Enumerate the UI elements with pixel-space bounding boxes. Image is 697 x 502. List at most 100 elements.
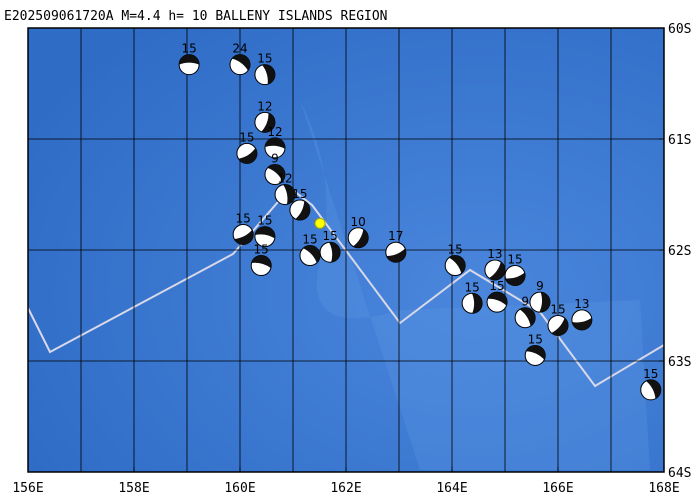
focal-mechanism: 15 (640, 367, 662, 401)
beachball-quadrant (283, 184, 296, 205)
lat-tick-label: 63S (668, 355, 691, 370)
focal-mechanism: 15 (236, 130, 258, 164)
plate-boundary (27, 186, 665, 388)
depth-label: 9 (271, 152, 279, 166)
depth-label: 15 (302, 233, 317, 247)
focal-mechanism: 15 (232, 211, 254, 245)
lat-tick-label: 62S (668, 244, 691, 259)
focal-mechanism: 15 (547, 302, 569, 336)
focal-mechanism: 10 (347, 215, 369, 249)
beachball-quadrant (551, 317, 568, 336)
focal-mechanism: 15 (444, 243, 466, 277)
focal-mechanism: 15 (250, 243, 272, 277)
beachball-quadrant (646, 379, 661, 399)
beachball-quadrant (303, 245, 320, 263)
bathymetry (300, 100, 650, 470)
depth-label: 15 (236, 211, 251, 225)
focal-mechanism: 15 (319, 229, 341, 263)
beachball-quadrant (265, 137, 285, 149)
depth-label: 13 (487, 247, 502, 261)
depth-label: 12 (267, 125, 282, 139)
depth-label: 15 (257, 52, 272, 66)
beachball-quadrant (487, 292, 508, 306)
depth-label: 13 (574, 297, 589, 311)
focal-mechanism: 17 (385, 229, 407, 263)
beachball-quadrant (519, 307, 536, 327)
beachball-quadrant (255, 226, 275, 239)
beachball-quadrant (329, 242, 341, 263)
title: E202509061720A M=4.4 h= 10 BALLENY ISLAN… (4, 9, 388, 24)
beachball-quadrant (489, 261, 505, 280)
depth-label: 12 (277, 172, 292, 186)
depth-label: 15 (507, 253, 522, 267)
beachball-quadrant (353, 229, 369, 248)
beachball-quadrant (238, 148, 257, 164)
epicenter (314, 217, 326, 229)
focal-mechanism: 15 (504, 253, 526, 287)
lon-tick-label: 160E (224, 481, 255, 496)
depth-label: 15 (643, 367, 658, 381)
lat-tick-label: 60S (668, 22, 691, 37)
axes: 156E 158E 160E 162E 164E 166E 168E 60S 61S 62S 63S… (12, 22, 691, 496)
beachball-quadrant (179, 54, 200, 65)
beachball-quadrant (295, 201, 310, 221)
depth-label: 15 (239, 130, 254, 144)
beachball-quadrant (386, 248, 406, 263)
focal-mechanism: 12 (264, 125, 286, 159)
depth-label: 12 (257, 99, 272, 113)
lat-tick-label: 64S (668, 466, 691, 481)
lat-tick-label: 61S (668, 133, 691, 148)
depth-label: 9 (536, 279, 544, 293)
lon-tick-label: 158E (118, 481, 149, 496)
depth-label: 15 (448, 243, 463, 257)
beachball-quadrant (449, 255, 466, 274)
depth-label: 15 (528, 332, 543, 346)
depth-label: 15 (489, 279, 504, 293)
beachball-quadrant (232, 54, 250, 71)
focal-mechanism: 9 (264, 152, 286, 186)
lon-tick-label: 156E (12, 481, 43, 496)
focal-mechanism: 15 (461, 280, 483, 314)
beachball-quadrant (267, 164, 285, 182)
focal-mechanism: 15 (524, 332, 546, 366)
depth-label: 10 (351, 215, 366, 229)
lon-tick-label: 164E (436, 481, 467, 496)
depth-label: 15 (464, 280, 479, 294)
lon-tick-label: 162E (330, 481, 361, 496)
focal-mechanism: 12 (254, 99, 276, 133)
depth-label: 9 (521, 295, 529, 309)
focal-mechanism: 15 (254, 52, 276, 86)
beachball-quadrant (526, 345, 546, 360)
beachball-quadrant (572, 317, 592, 330)
depth-label: 15 (322, 229, 337, 243)
depth-label: 15 (257, 214, 272, 228)
beachball-quadrant (262, 64, 275, 85)
beachball-quadrant (251, 255, 272, 269)
beachball-quadrant (261, 113, 275, 133)
focal-mechanism: 15 (178, 42, 200, 76)
focal-mechanism: 9 (529, 279, 551, 313)
focal-mechanism: 15 (299, 233, 321, 267)
beachball-quadrant (471, 293, 483, 314)
depth-label: 17 (388, 229, 403, 243)
focal-mechanism: 13 (484, 247, 506, 281)
focal-mechanism: 12 (274, 172, 296, 205)
focal-mechanism: 15 (289, 187, 311, 221)
depth-label: 15 (254, 243, 269, 257)
depth-label: 15 (550, 302, 565, 316)
lon-tick-label: 166E (542, 481, 573, 496)
lon-tick-label: 168E (648, 481, 679, 496)
focal-mechanism: 24 (229, 42, 251, 76)
focal-mechanism: 15 (486, 279, 508, 313)
beachball-quadrant (505, 272, 526, 286)
beachball-quadrant (234, 229, 254, 245)
depth-label: 15 (292, 187, 307, 201)
beachball-quadrant (539, 292, 550, 313)
focal-mechanism: 9 (514, 295, 536, 329)
depth-label: 24 (232, 42, 247, 56)
focal-mechanism: 15 (254, 214, 276, 248)
focal-mechanism: 13 (571, 297, 593, 331)
depth-label: 15 (181, 42, 196, 56)
